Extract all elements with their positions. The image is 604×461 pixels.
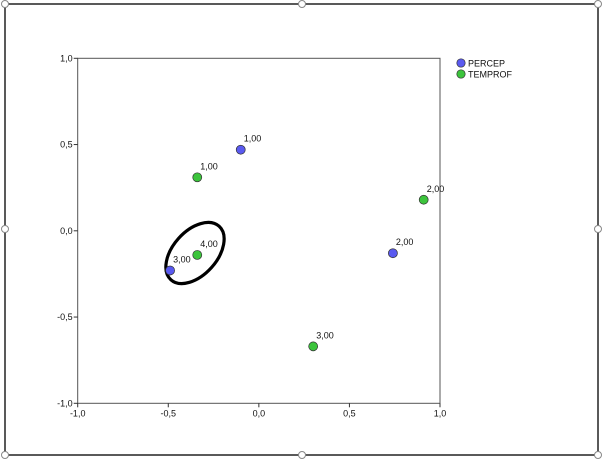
point-label: 3,00: [173, 254, 191, 264]
legend-label: TEMPROF: [468, 70, 513, 80]
point-label: 2,00: [427, 184, 445, 194]
x-tick-label: 1,0: [434, 408, 447, 418]
resize-handle[interactable]: [298, 0, 306, 8]
point-label: 4,00: [200, 239, 218, 249]
legend-marker: [456, 69, 466, 79]
resize-handle[interactable]: [594, 451, 602, 459]
resize-handle[interactable]: [1, 225, 9, 233]
point-temprof: [192, 250, 203, 260]
point-label: 3,00: [316, 330, 334, 340]
resize-handle[interactable]: [1, 0, 9, 8]
point-label: 2,00: [396, 237, 414, 247]
resize-handle[interactable]: [298, 451, 306, 459]
y-tick-label: 0,0: [60, 226, 73, 236]
point-temprof: [308, 341, 319, 352]
resize-handle[interactable]: [594, 0, 602, 8]
y-tick-label: -0,5: [57, 312, 73, 322]
legend-marker: [456, 58, 466, 68]
x-tick-label: -0,5: [161, 408, 177, 418]
point-percep: [388, 248, 398, 259]
point-label: 1,00: [244, 134, 262, 144]
highlight-ellipse: [164, 220, 226, 286]
resize-handle[interactable]: [594, 225, 602, 233]
point-temprof: [192, 172, 203, 183]
x-tick-label: 0,0: [253, 408, 266, 418]
y-tick-label: 0,5: [60, 140, 73, 150]
y-tick-label: -1,0: [57, 398, 73, 408]
selection-frame[interactable]: [4, 3, 599, 456]
x-tick-label: -1,0: [70, 408, 86, 418]
x-tick-label: 0,5: [343, 408, 356, 418]
resize-handle[interactable]: [1, 451, 9, 459]
point-percep: [235, 144, 246, 155]
y-tick-label: 1,0: [60, 53, 73, 63]
point-percep: [165, 265, 175, 276]
point-temprof: [418, 194, 429, 205]
point-label: 1,00: [200, 161, 218, 171]
legend-label: PERCEP: [468, 59, 505, 69]
